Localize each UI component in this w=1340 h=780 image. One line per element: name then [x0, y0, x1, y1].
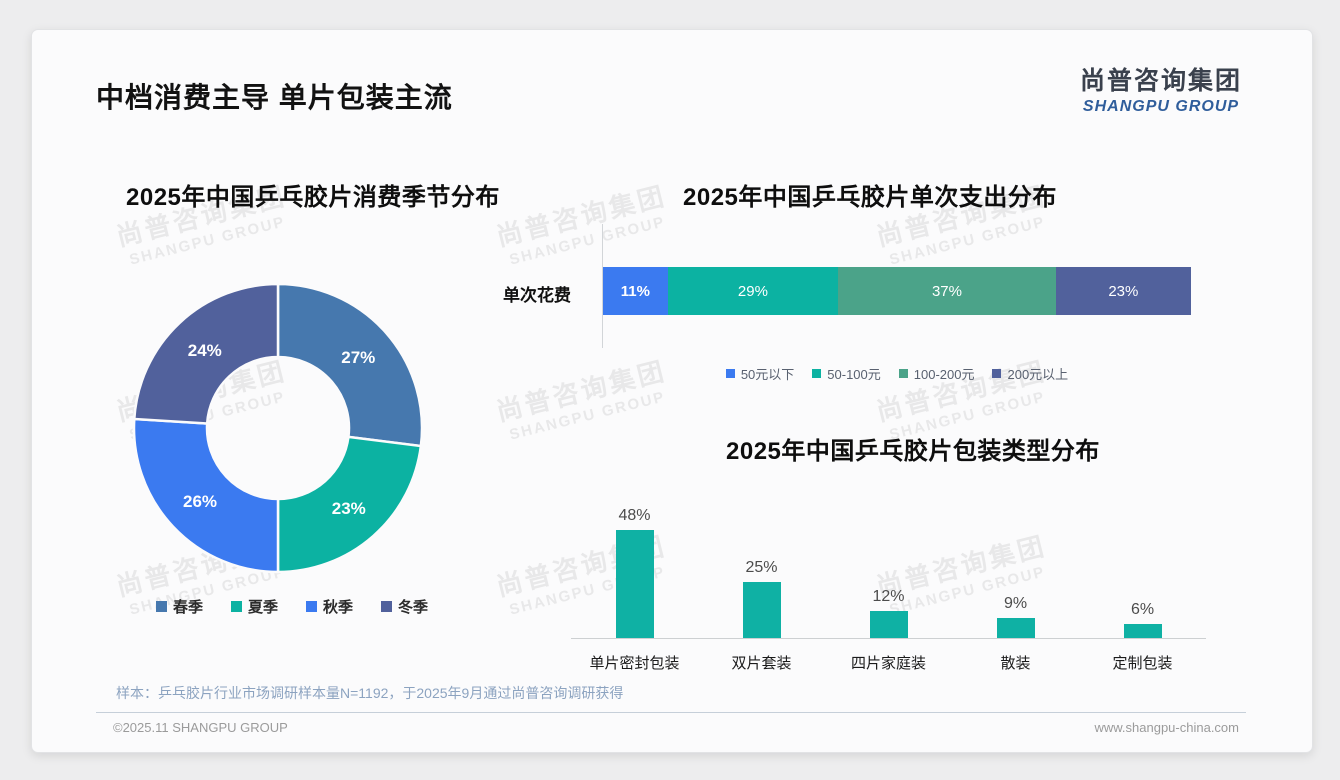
donut-svg: 27% 23% 26% 24% — [132, 282, 424, 574]
bar — [615, 530, 654, 638]
page-title: 中档消费主导 单片包装主流 — [96, 82, 453, 113]
legend-item: 200元以上 — [992, 364, 1068, 383]
legend-swatch — [898, 369, 908, 378]
legend-swatch — [155, 601, 167, 612]
bar — [742, 582, 781, 638]
bar-value-label: 6% — [1130, 601, 1155, 618]
bar-slot: 48% — [571, 507, 698, 638]
watermark-text-cn: 尚普咨询集团 — [493, 180, 670, 252]
legend-label: 冬季 — [398, 599, 429, 616]
donut-value-label: 24% — [188, 341, 222, 360]
donut-segment-2 — [276, 435, 423, 574]
legend-item: 100-200元 — [898, 364, 975, 383]
legend-item: 50元以下 — [725, 364, 795, 383]
bar — [1123, 624, 1162, 638]
legend-swatch — [992, 369, 1002, 378]
donut-value-label: 23% — [332, 499, 366, 518]
legend-label: 50元以下 — [740, 367, 795, 382]
footer-divider — [96, 712, 1246, 713]
bar-value-label: 48% — [618, 507, 651, 524]
stacked-segment-2: 29% — [667, 267, 839, 315]
bar-category-label: 单片密封包装 — [589, 655, 680, 672]
stacked-bar: 11% 29% 37% 23% — [603, 267, 1191, 315]
legend-swatch — [381, 601, 393, 612]
bars-chart-title: 2025年中国乒乓胶片包装类型分布 — [726, 438, 1100, 465]
bar — [869, 611, 908, 638]
stacked-segment-4: 23% — [1055, 267, 1191, 315]
watermark-text-en: SHANGPU GROUP — [507, 213, 668, 269]
bars-category-axis: 单片密封包装 双片套装 四片家庭装 散装 定制包装 — [571, 652, 1206, 673]
bar — [996, 618, 1035, 638]
donut-value-label: 27% — [341, 348, 375, 367]
legend-item: 春季 — [155, 596, 203, 617]
legend-label: 春季 — [172, 599, 203, 616]
bar-category-label: 双片套装 — [731, 655, 792, 672]
legend-label: 200元以上 — [1007, 367, 1069, 382]
stacked-segment-1: 11% — [603, 267, 668, 315]
legend-swatch — [306, 601, 317, 612]
legend-swatch — [230, 601, 242, 612]
bar-slot: 12% — [825, 588, 952, 638]
donut-legend: 春季 夏季 秋季 冬季 — [92, 596, 492, 617]
stacked-row-label: 单次花费 — [503, 286, 571, 305]
donut-chart-title: 2025年中国乒乓胶片消费季节分布 — [126, 184, 500, 211]
bar-slot: 6% — [1079, 601, 1206, 638]
watermark-text-en: SHANGPU GROUP — [127, 213, 288, 269]
legend-item: 夏季 — [230, 596, 278, 617]
stacked-axis-line — [602, 224, 603, 348]
donut-segment-1 — [276, 282, 424, 448]
donut-value-label: 26% — [183, 492, 217, 511]
watermark-text-cn: 尚普咨询集团 — [493, 355, 670, 427]
legend-label: 夏季 — [247, 599, 278, 616]
legend-item: 秋季 — [306, 596, 353, 617]
bar-category-label: 四片家庭装 — [850, 655, 926, 672]
donut-chart: 27% 23% 26% 24% — [128, 278, 428, 578]
logo-text-en: SHANGPU GROUP — [1082, 98, 1240, 115]
bar-category-label: 定制包装 — [1112, 655, 1173, 672]
website-text: www.shangpu-china.com — [1094, 720, 1239, 735]
stacked-segment-3: 37% — [838, 267, 1056, 315]
watermark-text-en: SHANGPU GROUP — [507, 388, 668, 444]
stacked-chart-title: 2025年中国乒乓胶片单次支出分布 — [683, 184, 1057, 211]
watermark-text-cn: 尚普咨询集团 — [873, 355, 1050, 427]
donut-segment-3 — [132, 417, 280, 574]
legend-label: 秋季 — [323, 599, 354, 616]
bar-slot: 9% — [952, 595, 1079, 638]
watermark-text-en: SHANGPU GROUP — [887, 213, 1048, 269]
logo-text-cn: 尚普咨询集团 — [1079, 67, 1242, 95]
bar-category-label: 散装 — [1000, 655, 1031, 672]
copyright-text: ©2025.11 SHANGPU GROUP — [113, 720, 288, 735]
legend-item: 冬季 — [381, 596, 428, 617]
bar-value-label: 12% — [872, 588, 905, 605]
legend-swatch — [725, 369, 735, 378]
bar-slot: 25% — [698, 559, 825, 638]
slide-card: 尚普咨询集团 SHANGPU GROUP 尚普咨询集团 SHANGPU GROUP 尚普… — [31, 29, 1313, 753]
bar-value-label: 9% — [1003, 595, 1028, 612]
stacked-legend: 50元以下 50-100元 100-200元 200元以上 — [603, 364, 1191, 383]
legend-label: 100-200元 — [913, 367, 975, 382]
bars-plot: 48% 25% 12% 9% 6% — [571, 490, 1206, 639]
company-logo: 尚普咨询集团 SHANGPU GROUP — [1080, 61, 1242, 116]
donut-segment-4 — [132, 282, 280, 425]
bar-value-label: 25% — [745, 559, 778, 576]
legend-label: 50-100元 — [827, 367, 881, 382]
legend-item: 50-100元 — [812, 364, 881, 383]
legend-swatch — [812, 369, 822, 378]
sample-note: 样本：乒乓胶片行业市场调研样本量N=1192，于2025年9月通过尚普咨询调研获… — [116, 685, 624, 701]
